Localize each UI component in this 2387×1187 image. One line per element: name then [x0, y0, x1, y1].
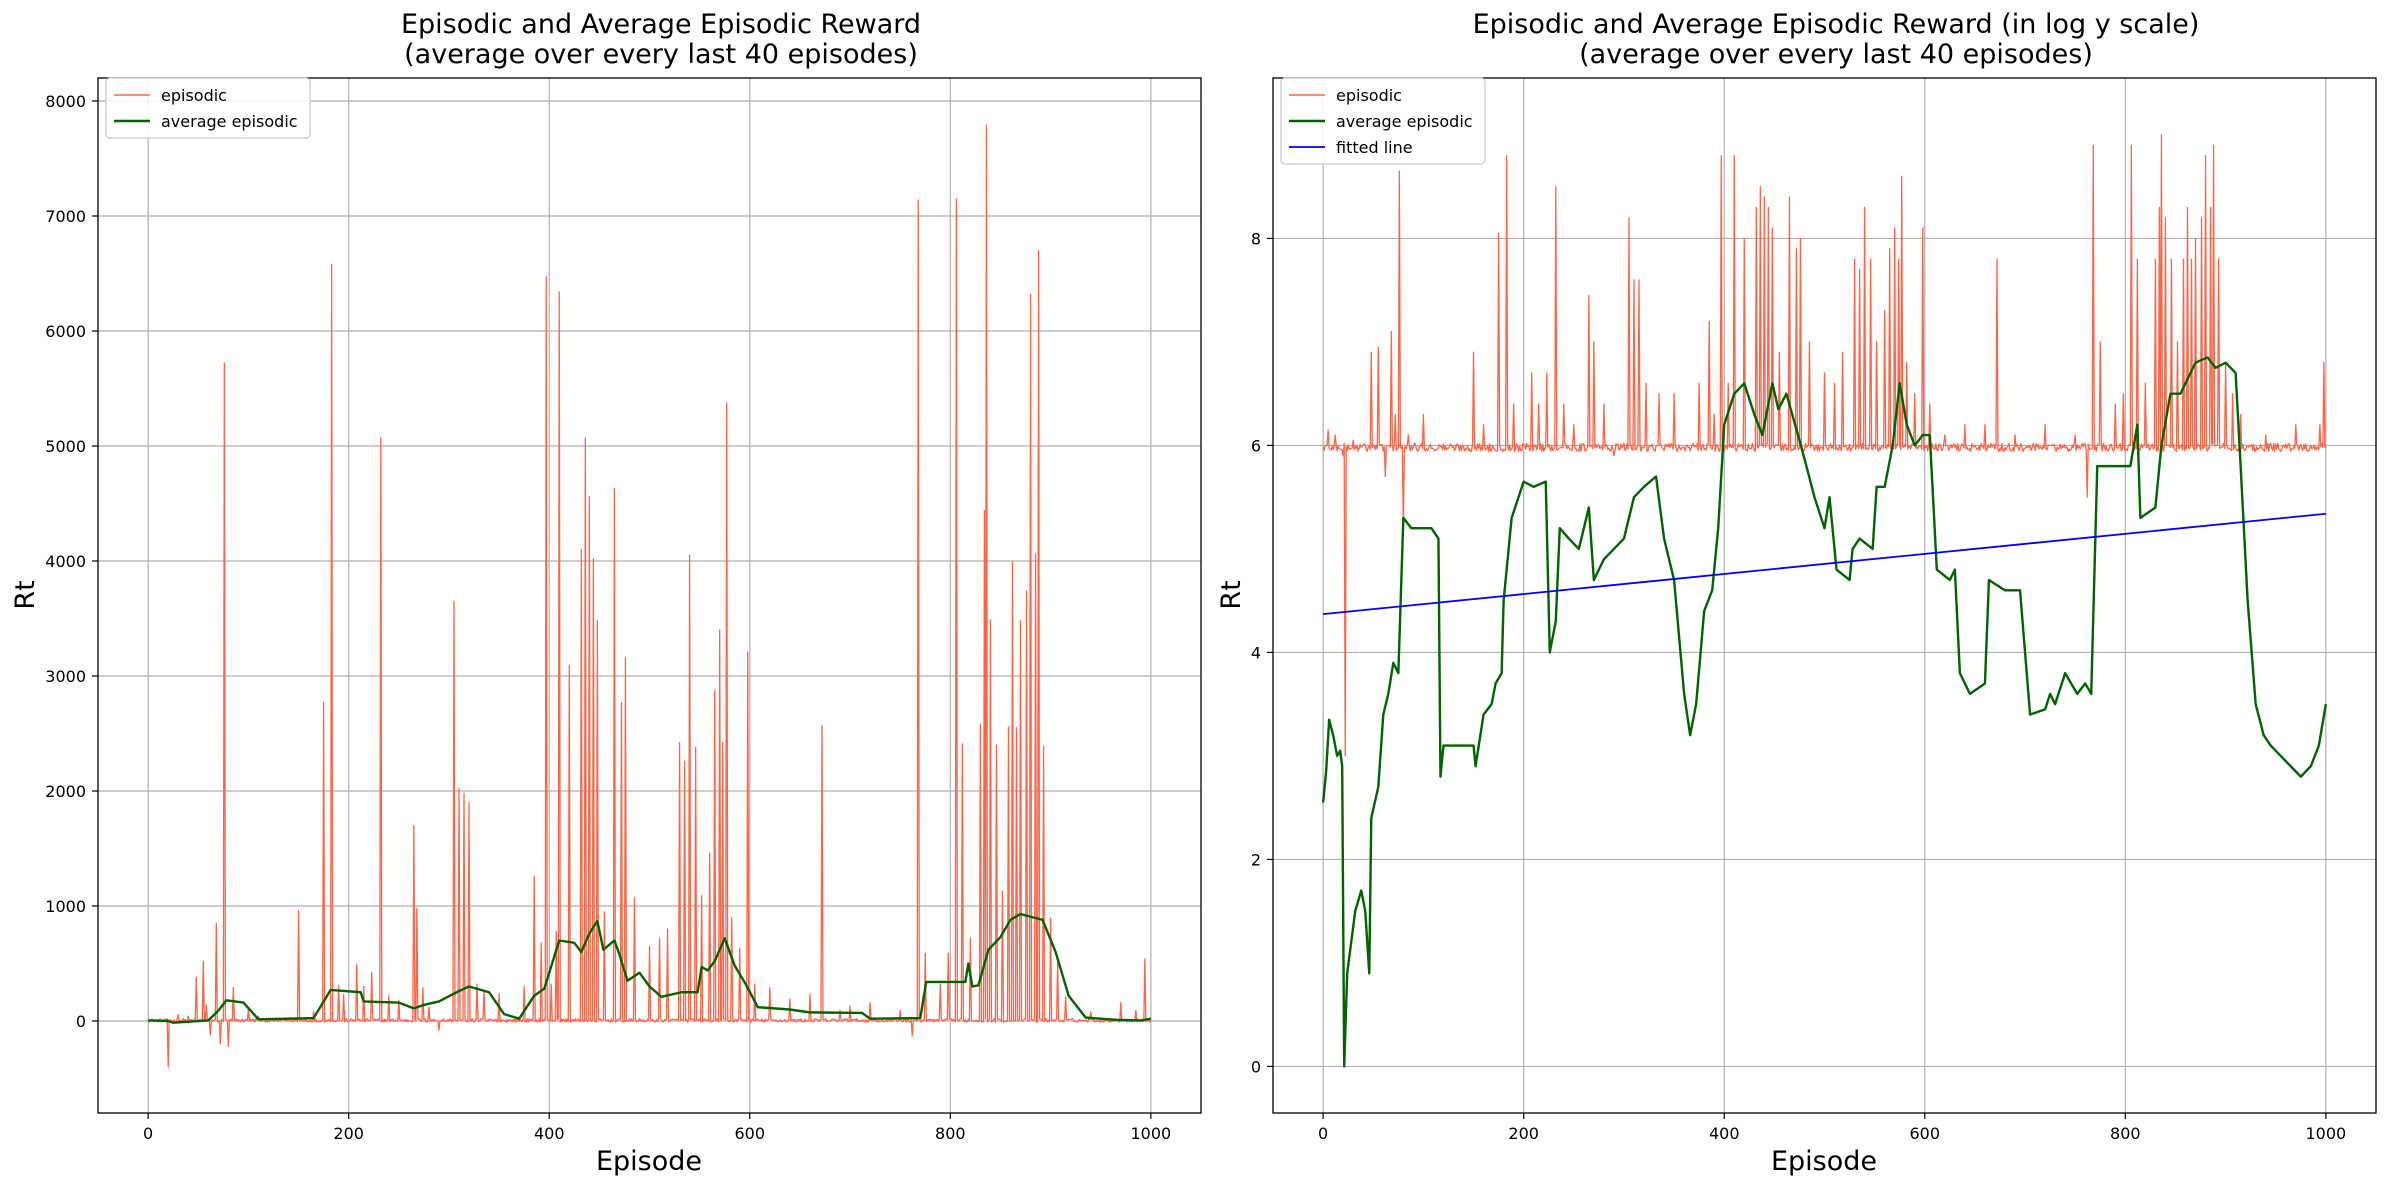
right-average-episodic-series-line [1321, 356, 2328, 1068]
right-episodic-series-line [1322, 134, 2327, 757]
right-legend-box [1280, 77, 1486, 165]
left-y-axis-label: Rt [10, 580, 41, 609]
left-y-ticks: 0 1000 2000 3000 4000 5000 6000 7000 8000 [45, 92, 98, 1031]
right-chart-title: Episodic and Average Episodic Reward (in… [1473, 9, 2200, 40]
right-y-tick-label: 4 [1251, 643, 1261, 662]
right-legend: episodic average episodic fitted line [1280, 77, 1486, 165]
right-x-tick-label: 400 [1709, 1124, 1740, 1143]
right-fitted-line [1323, 512, 2326, 616]
left-chart-title: Episodic and Average Episodic Reward [401, 9, 921, 40]
right-x-ticks: 0 200 400 600 800 1000 [1318, 1113, 2346, 1143]
right-x-tick-label: 600 [1909, 1124, 1940, 1143]
right-plot-area [1321, 134, 2328, 1068]
left-axes-frame [97, 77, 1202, 1114]
right-x-tick-label: 200 [1508, 1124, 1539, 1143]
right-y-ticks: 0 2 4 6 8 [1251, 229, 1273, 1076]
right-x-axis-label: Episode [1771, 1146, 1877, 1177]
left-legend: episodic average episodic [105, 77, 311, 139]
left-y-tick-label: 4000 [45, 552, 86, 571]
left-y-tick-label: 0 [76, 1012, 86, 1031]
left-y-tick-label: 3000 [45, 667, 86, 686]
left-y-tick-label: 5000 [45, 437, 86, 456]
left-y-tick-label: 6000 [45, 322, 86, 341]
left-chart-subtitle: (average over every last 40 episodes) [404, 39, 918, 70]
right-x-tick-label: 1000 [2306, 1124, 2347, 1143]
left-plot-area [148, 124, 1152, 1068]
right-y-axis-label: Rt [1216, 580, 1247, 609]
left-x-tick-label: 600 [734, 1124, 765, 1143]
right-y-tick-label: 0 [1251, 1057, 1261, 1076]
left-y-tick-label: 2000 [45, 782, 86, 801]
left-x-tick-label: 200 [333, 1124, 364, 1143]
left-x-tick-label: 1000 [1131, 1124, 1172, 1143]
right-legend-label-episodic: episodic [1336, 86, 1402, 105]
right-legend-label-fitted-line: fitted line [1336, 138, 1413, 157]
left-y-tick-label: 8000 [45, 92, 86, 111]
right-chart: Episodic and Average Episodic Reward (in… [1216, 9, 2377, 1177]
left-legend-label-average-episodic: average episodic [161, 112, 298, 131]
right-y-tick-label: 2 [1251, 850, 1261, 869]
left-legend-box [105, 77, 311, 139]
left-legend-label-episodic: episodic [161, 86, 227, 105]
left-y-tick-label: 7000 [45, 207, 86, 226]
left-chart: Episodic and Average Episodic Reward (av… [10, 9, 1202, 1177]
left-x-tick-label: 0 [143, 1124, 153, 1143]
left-x-tick-label: 800 [935, 1124, 966, 1143]
left-episodic-series-line [148, 124, 1152, 1068]
right-chart-subtitle: (average over every last 40 episodes) [1579, 39, 2093, 70]
left-average-episodic-series-line [148, 912, 1152, 1024]
right-x-tick-label: 0 [1318, 1124, 1328, 1143]
right-y-tick-label: 8 [1251, 229, 1261, 248]
right-axes-frame [1272, 77, 2377, 1114]
right-y-tick-label: 6 [1251, 436, 1261, 455]
left-x-axis-label: Episode [596, 1146, 702, 1177]
right-legend-label-average-episodic: average episodic [1336, 112, 1473, 131]
left-x-tick-label: 400 [534, 1124, 565, 1143]
right-x-tick-label: 800 [2110, 1124, 2141, 1143]
left-grid [98, 78, 1201, 1113]
left-x-ticks: 0 200 400 600 800 1000 [143, 1113, 1171, 1143]
left-y-tick-label: 1000 [45, 897, 86, 916]
